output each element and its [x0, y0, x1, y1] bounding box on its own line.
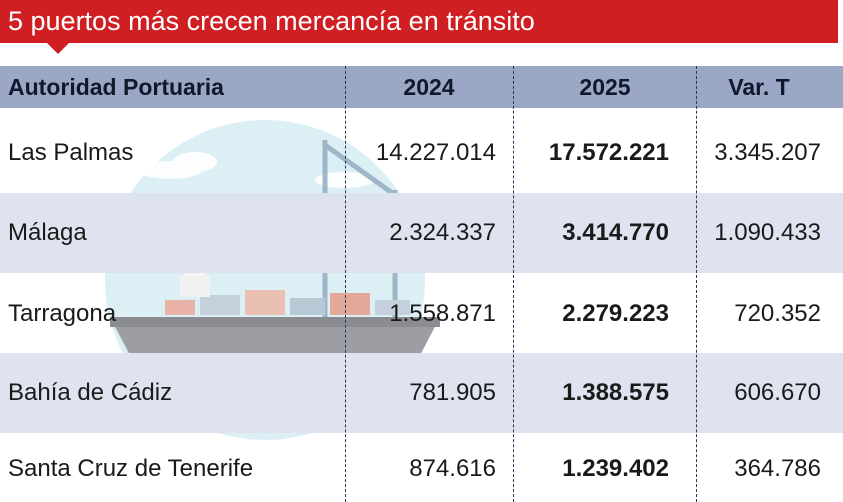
header-2025: 2025 — [579, 73, 631, 100]
value-variation: 364.786 — [734, 454, 821, 482]
table-row: Bahía de Cádiz 781.905 1.388.575 606.670 — [0, 353, 843, 433]
port-name: Tarragona — [8, 300, 117, 327]
value-2025: 1.388.575 — [562, 379, 669, 406]
value-2025: 3.414.770 — [562, 219, 669, 246]
port-name: Bahía de Cádiz — [8, 379, 173, 406]
value-2025: 1.239.402 — [562, 454, 669, 482]
column-divider — [345, 66, 346, 502]
value-variation: 606.670 — [734, 379, 821, 406]
value-2025: 2.279.223 — [562, 300, 669, 327]
table-row: Santa Cruz de Tenerife 874.616 1.239.402… — [0, 435, 843, 502]
title-pointer — [47, 43, 69, 54]
table-row: Málaga 2.324.337 3.414.770 1.090.433 — [0, 193, 843, 273]
value-2024: 14.227.014 — [375, 139, 496, 166]
value-variation: 3.345.207 — [714, 139, 821, 166]
value-variation: 720.352 — [734, 300, 821, 327]
page-title: 5 puertos más crecen mercancía en tránsi… — [8, 6, 535, 36]
value-2024: 2.324.337 — [389, 219, 496, 246]
table-header-row: Autoridad Portuaria 2024 2025 Var. T — [0, 66, 843, 108]
port-name: Málaga — [8, 219, 87, 246]
value-2025: 17.572.221 — [548, 139, 669, 166]
value-2024: 781.905 — [409, 379, 496, 406]
port-name: Las Palmas — [8, 139, 134, 166]
table-row: Tarragona 1.558.871 2.279.223 720.352 — [0, 275, 843, 353]
value-variation: 1.090.433 — [714, 219, 821, 246]
column-divider — [513, 66, 514, 502]
header-2024: 2024 — [403, 73, 455, 100]
header-authority: Autoridad Portuaria — [8, 73, 224, 100]
value-2024: 874.616 — [409, 454, 496, 482]
table-row: Las Palmas 14.227.014 17.572.221 3.345.2… — [0, 116, 843, 190]
value-2024: 1.558.871 — [389, 300, 496, 327]
column-divider — [696, 66, 697, 502]
title-bar: 5 puertos más crecen mercancía en tránsi… — [0, 0, 838, 43]
header-variation: Var. T — [728, 73, 790, 100]
port-name: Santa Cruz de Tenerife — [8, 454, 254, 482]
